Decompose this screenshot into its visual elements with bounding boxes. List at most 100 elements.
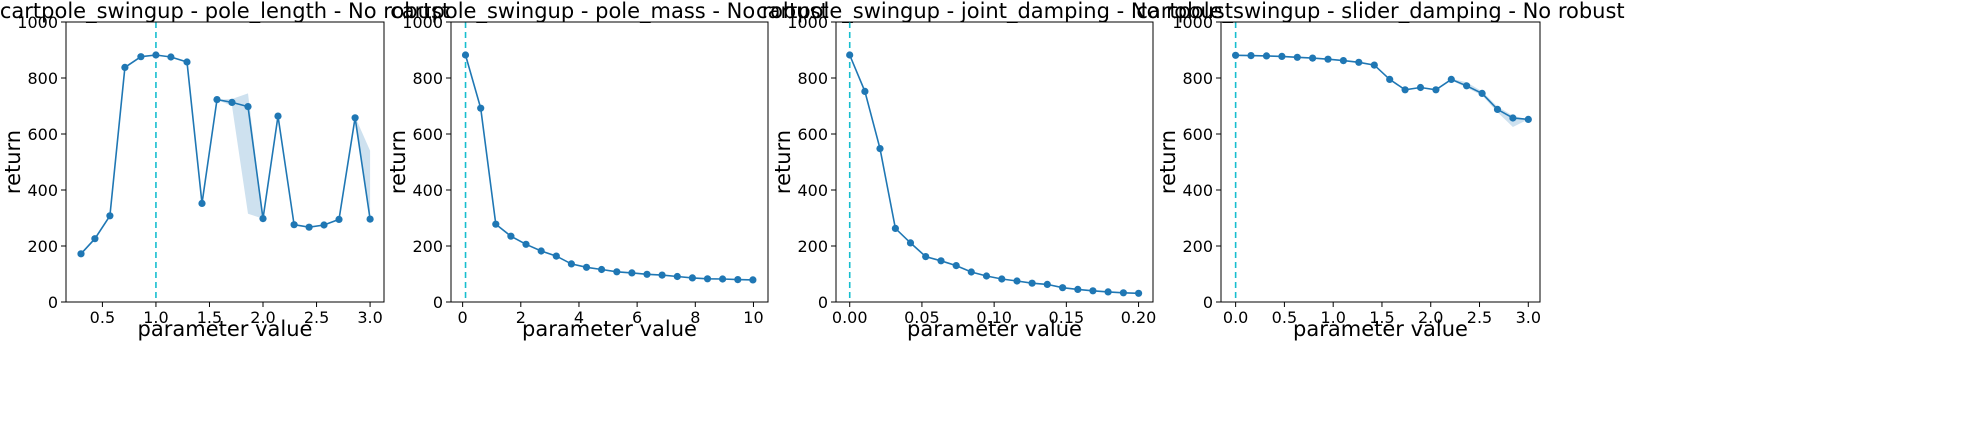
data-point: [77, 250, 85, 258]
x-tick-label: 0.05: [904, 308, 940, 327]
y-axis-label: return: [1156, 130, 1180, 194]
data-point: [477, 104, 485, 112]
y-tick-label: 800: [412, 69, 443, 88]
y-tick-label: 0: [48, 293, 58, 312]
data-point: [522, 240, 530, 248]
data-point: [552, 252, 560, 260]
data-point: [628, 269, 636, 277]
data-point: [537, 247, 545, 255]
series-line: [848, 54, 1139, 295]
x-tick-label: 0.10: [976, 308, 1012, 327]
data-point: [228, 98, 236, 106]
data-point: [891, 224, 900, 232]
data-point: [1324, 55, 1332, 63]
plot-frame: [835, 21, 1154, 303]
confidence-band: [465, 55, 753, 280]
x-axis-label: parameter value: [522, 317, 697, 341]
y-axis-label: return: [386, 130, 410, 194]
data-point: [1262, 52, 1271, 60]
data-point: [1524, 115, 1532, 123]
y-tick-label: 600: [797, 125, 828, 144]
x-tick-label: 3.0: [1516, 308, 1541, 327]
data-point: [1463, 82, 1471, 90]
subplot-slider-damping: cartpole_swingup - slider_damping - No r…: [1136, 0, 1624, 341]
y-tick-label: 400: [412, 181, 443, 200]
data-point: [998, 275, 1006, 283]
y-tick-label: 600: [1182, 125, 1213, 144]
data-point: [1247, 52, 1255, 60]
x-axis-label: parameter value: [907, 317, 1082, 341]
plot-frame: [1220, 21, 1541, 303]
x-tick-label: 1.5: [1369, 308, 1394, 327]
data-point: [1386, 75, 1394, 83]
data-point: [1447, 75, 1455, 83]
data-point: [106, 212, 114, 220]
data-point: [1135, 289, 1143, 297]
y-axis-label: return: [1, 130, 25, 194]
data-point: [906, 239, 915, 247]
data-point: [91, 235, 99, 243]
data-point: [335, 215, 343, 223]
plot-frame: [450, 21, 769, 303]
y-tick-label: 200: [27, 237, 58, 256]
data-point: [937, 257, 945, 265]
data-point: [137, 53, 145, 61]
x-tick-label: 8: [690, 308, 700, 327]
data-point: [259, 215, 267, 223]
data-point: [703, 275, 712, 283]
data-point: [1416, 83, 1425, 92]
y-tick-label: 0: [1203, 293, 1213, 312]
y-tick-label: 400: [797, 181, 828, 200]
data-point: [351, 114, 359, 122]
y-tick-label: 800: [1182, 69, 1213, 88]
data-point: [1119, 289, 1127, 297]
data-point: [1355, 58, 1363, 66]
data-point: [952, 262, 960, 270]
data-point: [1493, 105, 1502, 113]
data-point: [673, 272, 681, 281]
series-line: [464, 54, 753, 281]
data-point: [1509, 114, 1517, 122]
x-tick-label: 0.5: [90, 308, 115, 327]
y-tick-label: 600: [412, 125, 443, 144]
chart-title: cartpole_swingup - joint_damping - No ro…: [756, 0, 1233, 24]
data-point: [274, 112, 282, 120]
subplot-pole-mass: cartpole_swingup - pole_mass - No robust…: [386, 0, 829, 341]
chart-title: cartpole_swingup - slider_damping - No r…: [1136, 0, 1624, 24]
x-tick-label: 2.5: [1467, 308, 1492, 327]
data-point: [152, 51, 160, 59]
data-point: [244, 103, 252, 111]
data-point: [1028, 279, 1036, 287]
data-point: [1339, 57, 1347, 65]
x-tick-label: 0.5: [1272, 308, 1297, 327]
data-point: [734, 276, 742, 284]
chart-title: cartpole_swingup - pole_length - No robu…: [0, 0, 450, 24]
data-point: [658, 271, 666, 279]
x-tick-label: 2.5: [304, 308, 329, 327]
x-tick-label: 2.0: [250, 308, 275, 327]
x-tick-label: 1.5: [197, 308, 222, 327]
x-tick-label: 1.0: [143, 308, 168, 327]
confidence-band: [849, 55, 1139, 294]
data-point: [507, 232, 515, 240]
data-point: [1043, 280, 1051, 288]
x-tick-label: 3.0: [357, 308, 382, 327]
data-point: [567, 260, 576, 268]
data-point: [846, 51, 854, 59]
y-tick-label: 800: [27, 69, 58, 88]
subplot-pole-length: cartpole_swingup - pole_length - No robu…: [0, 0, 450, 341]
plot-frame: [65, 21, 385, 303]
data-point: [1309, 54, 1317, 62]
x-tick-label: 2: [516, 308, 526, 327]
data-point: [1478, 89, 1486, 97]
data-point: [967, 268, 975, 276]
data-point: [1401, 86, 1409, 94]
x-tick-label: 0.15: [1049, 308, 1085, 327]
data-point: [290, 221, 298, 229]
data-point: [598, 265, 606, 274]
data-point: [1074, 285, 1082, 293]
data-point: [643, 270, 651, 278]
x-tick-label: 2.0: [1418, 308, 1443, 327]
data-point: [982, 272, 991, 280]
